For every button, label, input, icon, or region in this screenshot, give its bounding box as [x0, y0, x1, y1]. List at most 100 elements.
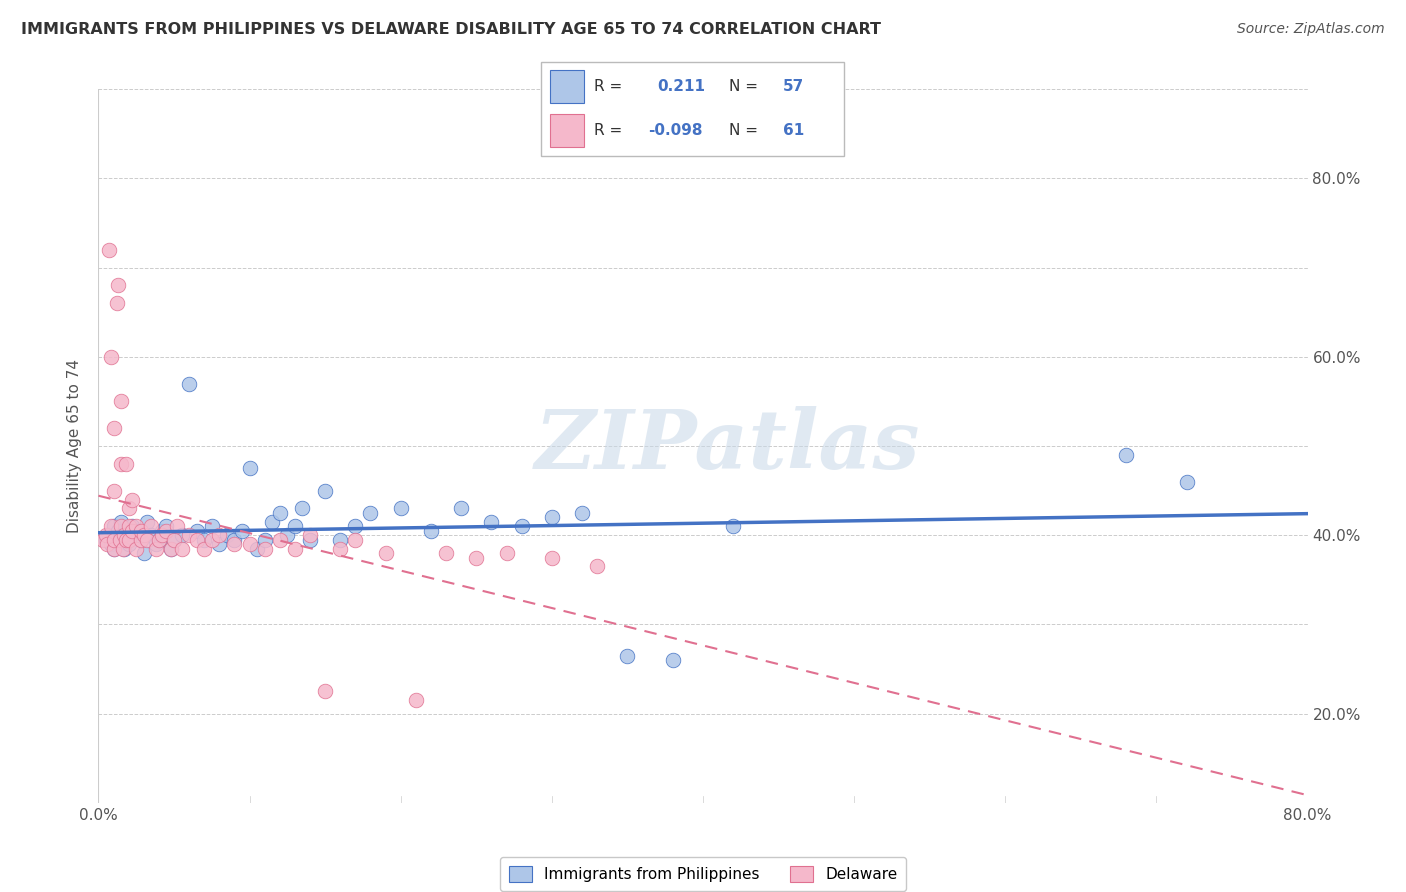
FancyBboxPatch shape [550, 70, 583, 103]
Point [253, 541, 276, 556]
Text: 0.211: 0.211 [658, 78, 706, 94]
Point [103, 541, 125, 556]
Point [344, 533, 367, 547]
Point [284, 541, 307, 556]
Point [110, 394, 132, 409]
Point [114, 457, 136, 471]
Point [129, 524, 152, 538]
FancyBboxPatch shape [541, 62, 844, 156]
Point [148, 533, 170, 547]
Point [540, 550, 562, 565]
Point [135, 515, 157, 529]
Point [224, 537, 246, 551]
Point [125, 541, 148, 556]
Point [118, 519, 141, 533]
Point [170, 528, 193, 542]
Point [112, 541, 135, 556]
Point [125, 519, 148, 533]
Point [112, 528, 135, 542]
Point [586, 559, 609, 574]
Point [94, 528, 117, 542]
Point [150, 528, 173, 542]
Point [465, 550, 488, 565]
Point [661, 653, 683, 667]
Point [389, 501, 412, 516]
Text: -0.098: -0.098 [648, 123, 703, 138]
Point [163, 533, 186, 547]
Point [111, 541, 134, 556]
Point [110, 457, 132, 471]
Point [118, 537, 141, 551]
Point [284, 519, 307, 533]
Point [450, 501, 472, 516]
Point [291, 501, 314, 516]
Point [105, 296, 128, 310]
Point [269, 506, 291, 520]
Point [262, 515, 284, 529]
Text: ZIPatlas: ZIPatlas [534, 406, 920, 486]
Point [571, 506, 593, 520]
Point [110, 515, 132, 529]
Point [616, 648, 638, 663]
Point [314, 483, 336, 498]
Point [103, 421, 125, 435]
Point [269, 533, 291, 547]
Text: Source: ZipAtlas.com: Source: ZipAtlas.com [1237, 22, 1385, 37]
Point [329, 541, 352, 556]
Point [434, 546, 457, 560]
Point [239, 537, 262, 551]
Text: 61: 61 [783, 123, 804, 138]
Point [481, 515, 503, 529]
Text: R =: R = [595, 78, 623, 94]
Point [193, 541, 215, 556]
Point [103, 541, 125, 556]
Point [160, 541, 183, 556]
Point [201, 533, 224, 547]
Point [155, 519, 177, 533]
Point [1115, 448, 1137, 462]
Point [148, 533, 170, 547]
Point [100, 537, 122, 551]
Point [114, 533, 136, 547]
Point [1175, 475, 1198, 489]
Point [145, 541, 167, 556]
Point [246, 541, 269, 556]
Legend: Immigrants from Philippines, Delaware: Immigrants from Philippines, Delaware [499, 857, 907, 891]
Point [129, 533, 152, 547]
Point [723, 519, 745, 533]
Point [276, 528, 298, 542]
Point [91, 533, 114, 547]
Y-axis label: Disability Age 65 to 74: Disability Age 65 to 74 [67, 359, 83, 533]
Point [98, 528, 121, 542]
Point [110, 519, 132, 533]
Point [121, 519, 143, 533]
Point [215, 528, 238, 542]
Point [98, 243, 121, 257]
Point [132, 546, 155, 560]
Point [155, 524, 177, 538]
Point [141, 519, 163, 533]
Text: R =: R = [595, 123, 623, 138]
FancyBboxPatch shape [550, 114, 583, 147]
Point [420, 524, 443, 538]
Point [208, 537, 231, 551]
Point [160, 541, 183, 556]
Text: N =: N = [728, 123, 758, 138]
Point [224, 533, 246, 547]
Point [163, 533, 186, 547]
Point [239, 461, 262, 475]
Point [405, 693, 427, 707]
Point [107, 524, 129, 538]
Point [121, 524, 143, 538]
Point [121, 492, 143, 507]
Text: IMMIGRANTS FROM PHILIPPINES VS DELAWARE DISABILITY AGE 65 TO 74 CORRELATION CHAR: IMMIGRANTS FROM PHILIPPINES VS DELAWARE … [21, 22, 882, 37]
Point [94, 533, 117, 547]
Text: N =: N = [728, 78, 758, 94]
Point [299, 528, 322, 542]
Point [96, 537, 118, 551]
Point [510, 519, 533, 533]
Point [105, 533, 128, 547]
Point [150, 524, 173, 538]
Point [186, 533, 208, 547]
Point [253, 533, 276, 547]
